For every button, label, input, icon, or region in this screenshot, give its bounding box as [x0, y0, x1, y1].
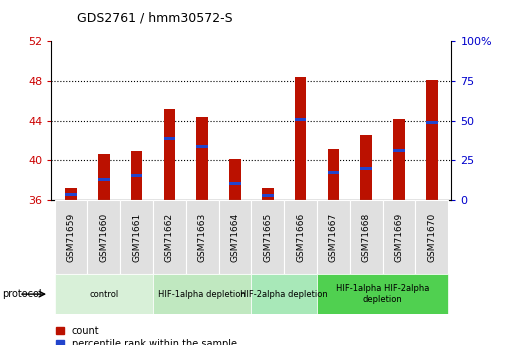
FancyBboxPatch shape — [317, 200, 350, 274]
Bar — [131, 174, 142, 177]
Bar — [426, 121, 438, 124]
Legend: count, percentile rank within the sample: count, percentile rank within the sample — [56, 326, 236, 345]
Text: GSM71664: GSM71664 — [230, 213, 240, 262]
FancyBboxPatch shape — [186, 200, 219, 274]
Text: GSM71663: GSM71663 — [198, 213, 207, 262]
FancyBboxPatch shape — [219, 200, 251, 274]
Bar — [426, 80, 438, 200]
FancyBboxPatch shape — [284, 200, 317, 274]
Bar — [328, 171, 339, 174]
Text: GDS2761 / hmm30572-S: GDS2761 / hmm30572-S — [77, 11, 232, 24]
Text: GSM71660: GSM71660 — [100, 213, 108, 262]
Bar — [361, 135, 372, 200]
Bar — [131, 150, 142, 200]
Text: HIF-1alpha HIF-2alpha
depletion: HIF-1alpha HIF-2alpha depletion — [336, 284, 429, 304]
FancyBboxPatch shape — [251, 200, 284, 274]
FancyBboxPatch shape — [416, 200, 448, 274]
FancyBboxPatch shape — [153, 200, 186, 274]
FancyBboxPatch shape — [350, 200, 383, 274]
Bar — [393, 149, 405, 152]
FancyBboxPatch shape — [54, 200, 87, 274]
Bar — [295, 77, 306, 200]
Text: GSM71668: GSM71668 — [362, 213, 371, 262]
FancyBboxPatch shape — [120, 200, 153, 274]
Bar — [262, 188, 273, 200]
Bar — [229, 159, 241, 200]
Bar — [98, 155, 109, 200]
Bar — [393, 119, 405, 200]
Bar — [164, 137, 175, 140]
Text: protocol: protocol — [3, 289, 42, 299]
FancyBboxPatch shape — [54, 274, 153, 314]
FancyBboxPatch shape — [87, 200, 120, 274]
Text: HIF-2alpha depletion: HIF-2alpha depletion — [240, 289, 328, 299]
Bar — [196, 145, 208, 148]
Bar — [295, 118, 306, 121]
Bar — [98, 178, 109, 181]
Text: HIF-1alpha depletion: HIF-1alpha depletion — [159, 289, 246, 299]
Bar — [229, 182, 241, 185]
Bar — [65, 188, 77, 200]
Bar — [164, 109, 175, 200]
Bar — [328, 148, 339, 200]
Text: control: control — [89, 289, 119, 299]
Text: GSM71670: GSM71670 — [427, 213, 436, 262]
FancyBboxPatch shape — [383, 200, 416, 274]
Text: GSM71666: GSM71666 — [296, 213, 305, 262]
Text: GSM71661: GSM71661 — [132, 213, 141, 262]
Text: GSM71669: GSM71669 — [394, 213, 403, 262]
Text: GSM71662: GSM71662 — [165, 213, 174, 262]
Bar — [196, 117, 208, 200]
Bar — [65, 193, 77, 196]
FancyBboxPatch shape — [153, 274, 251, 314]
Text: GSM71659: GSM71659 — [67, 213, 75, 262]
Text: GSM71665: GSM71665 — [263, 213, 272, 262]
Bar — [361, 167, 372, 170]
FancyBboxPatch shape — [317, 274, 448, 314]
FancyBboxPatch shape — [251, 274, 317, 314]
Bar — [262, 194, 273, 197]
Text: GSM71667: GSM71667 — [329, 213, 338, 262]
